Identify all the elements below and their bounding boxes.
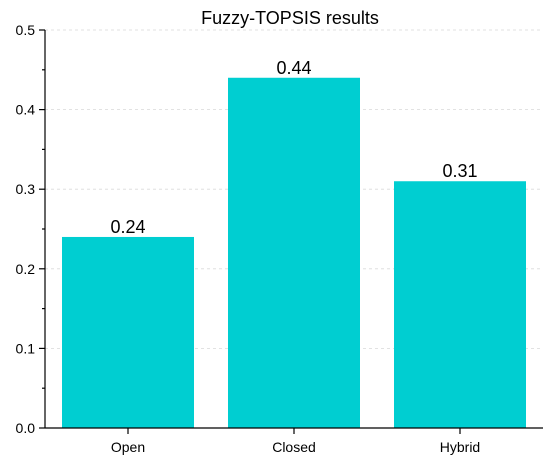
bar-value-label: 0.44 (276, 58, 311, 78)
bars (62, 77, 526, 428)
chart-title: Fuzzy-TOPSIS results (201, 8, 379, 28)
bar-value-label: 0.31 (442, 161, 477, 181)
data-labels: 0.24 0.44 0.31 (110, 58, 477, 237)
bar (62, 236, 194, 428)
y-tick-label: 0.1 (16, 340, 36, 356)
x-tick-label: Closed (272, 439, 316, 455)
y-tick-label: 0.4 (16, 102, 36, 118)
y-tick-label: 0.2 (16, 261, 36, 277)
y-tick-label: 0.0 (16, 420, 36, 436)
x-tick-label: Open (111, 439, 145, 455)
bar (394, 181, 526, 428)
y-tick-label: 0.5 (16, 22, 36, 38)
y-tick-label: 0.3 (16, 181, 36, 197)
x-tick-label: Hybrid (440, 439, 480, 455)
bar-value-label: 0.24 (110, 217, 145, 237)
x-axis-ticks: Open Closed Hybrid (111, 428, 480, 455)
bar (228, 77, 360, 428)
y-axis-ticks: 0.0 0.1 0.2 0.3 0.4 0.5 (16, 22, 45, 436)
